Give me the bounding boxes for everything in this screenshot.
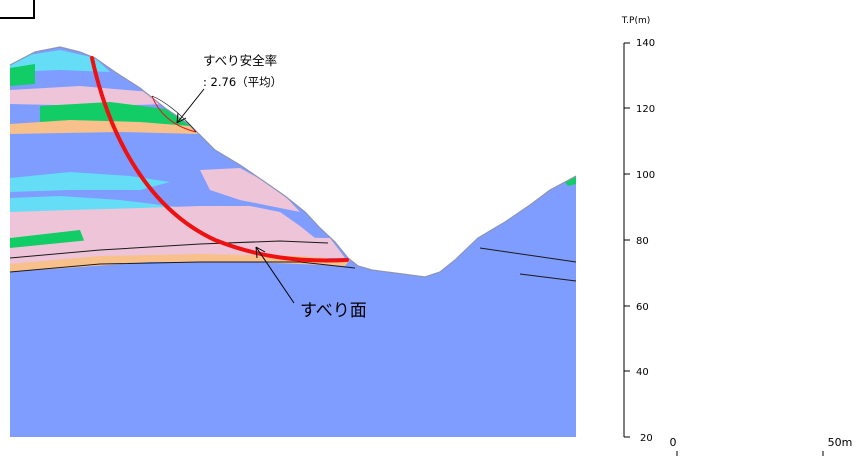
axis-unit-label: T.P(m) — [621, 16, 651, 26]
slip-surface-leader — [255, 246, 295, 304]
terrain-outline — [9, 46, 577, 278]
slip-surface-curve — [90, 56, 349, 263]
tick-label: 120 — [636, 104, 655, 115]
tick-label: 60 — [636, 302, 649, 313]
layer-green-top — [10, 64, 35, 86]
layer-orange-base — [10, 254, 350, 272]
boundary-line-upper — [9, 240, 329, 259]
tick-label: 100 — [636, 170, 655, 181]
layer-orange-upper — [10, 120, 198, 134]
tick-label: 40 — [636, 367, 649, 378]
layer-cyan-mid1 — [10, 172, 170, 192]
safety-factor-value: : 2.76（平均） — [203, 75, 282, 89]
elevation-ticks — [624, 42, 630, 438]
layer-green-right — [565, 176, 576, 186]
scale-start-label: 0 — [670, 436, 677, 449]
boundary-line-right-2 — [519, 273, 577, 282]
slip-surface-arrowhead — [255, 246, 266, 259]
soil-layers — [10, 50, 350, 272]
safety-factor-title: すべり安全率 — [203, 53, 277, 68]
tick-label: 80 — [636, 236, 649, 247]
safety-factor-arrowhead — [176, 112, 187, 124]
small-slip-curve — [151, 95, 197, 133]
tick-label: 20 — [640, 433, 653, 444]
frame-corner — [0, 0, 35, 19]
boundary-line-right-1 — [479, 247, 577, 263]
safety-factor-leader — [176, 88, 205, 124]
scale-end-label: 50m — [828, 436, 853, 449]
layer-pink-upper — [10, 86, 170, 106]
small-slip-outline — [151, 95, 197, 133]
tick-label: 140 — [636, 38, 655, 49]
slip-surface-label: すべり面 — [300, 301, 367, 321]
boundary-line-lower — [9, 261, 356, 273]
layer-pink-right — [200, 168, 300, 212]
